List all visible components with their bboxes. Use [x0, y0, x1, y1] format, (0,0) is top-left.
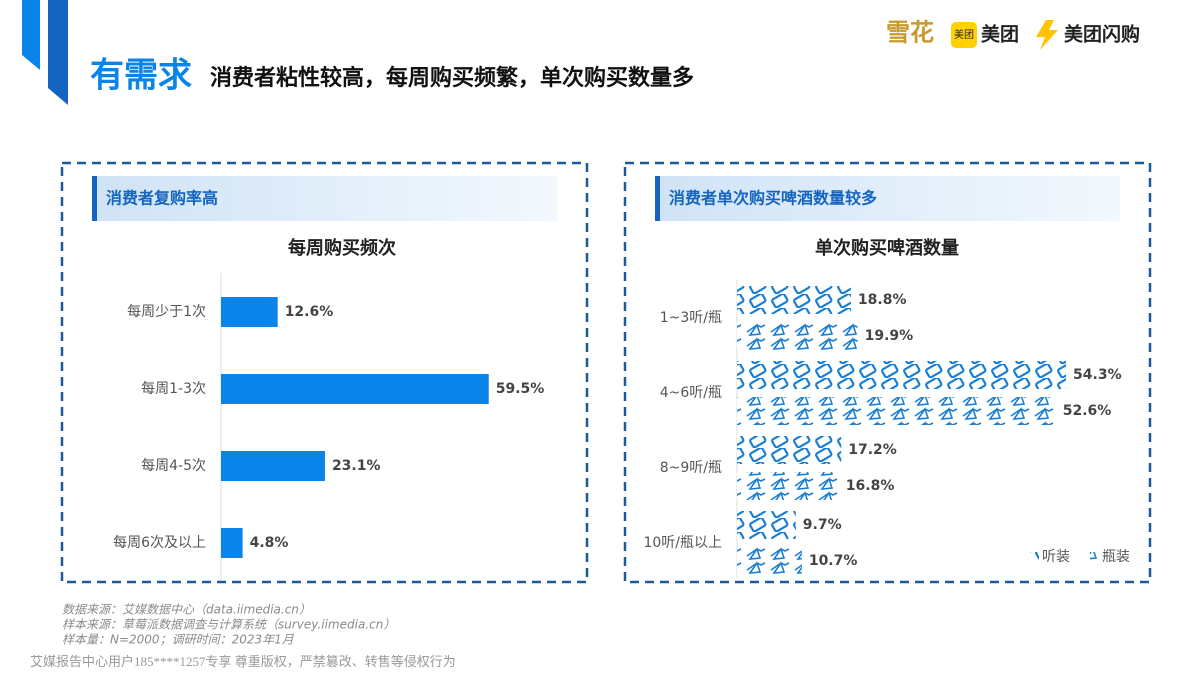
bar [737, 361, 1067, 389]
legend-swatch [1090, 552, 1099, 561]
panel-heading-bg [655, 176, 1120, 221]
logo-icon [1036, 20, 1058, 50]
y-tick-label: 每周少于1次 [127, 304, 206, 320]
value-label: 17.2% [848, 442, 897, 458]
logo: 美团 [981, 23, 1019, 46]
logo: 雪花 [886, 20, 934, 47]
value-label: 59.5% [496, 381, 545, 397]
y-tick-label: 8~9听/瓶 [660, 460, 722, 476]
value-label: 23.1% [332, 458, 381, 474]
panel [60, 161, 589, 584]
y-tick-label: 4~6听/瓶 [660, 385, 722, 401]
bar [737, 547, 802, 575]
value-label: 16.8% [846, 478, 895, 494]
panel [623, 161, 1152, 584]
footnote: 样本量：N=2000；调研时间：2023年1月 [62, 633, 295, 647]
panel-heading-bg [92, 176, 557, 221]
panel-heading-bar [655, 176, 660, 221]
value-label: 52.6% [1063, 403, 1112, 419]
y-tick-label: 每周6次及以上 [113, 535, 206, 551]
chart-title: 单次购买啤酒数量 [815, 237, 959, 259]
y-tick-label: 每周1-3次 [141, 381, 206, 397]
bar [221, 451, 325, 481]
bar [737, 397, 1056, 425]
watermark: 艾媒报告中心用户185****1257专享 尊重版权，严禁篡改、转售等侵权行为 [30, 654, 456, 669]
value-label: 12.6% [285, 304, 334, 320]
y-tick-label: 1~3听/瓶 [660, 310, 722, 326]
bar [221, 297, 278, 327]
value-label: 54.3% [1073, 367, 1122, 383]
legend-label: 瓶装 [1102, 549, 1130, 565]
chart-title: 每周购买频次 [288, 237, 396, 259]
legend-swatch [1030, 552, 1039, 561]
bar [737, 436, 842, 464]
value-label: 19.9% [865, 328, 914, 344]
deco [22, 0, 40, 70]
bar [221, 528, 243, 558]
deco [48, 0, 68, 105]
bar [221, 374, 489, 404]
bar [737, 286, 851, 314]
bar [737, 472, 839, 500]
panel-heading: 消费者单次购买啤酒数量较多 [669, 189, 877, 208]
footnote: 样本来源：草莓派数据调查与计算系统（survey.iimedia.cn） [62, 618, 395, 632]
footnote: 数据来源：艾媒数据中心（data.iimedia.cn） [62, 603, 311, 617]
value-label: 10.7% [809, 553, 858, 569]
title-main: 有需求 [90, 56, 192, 96]
value-label: 4.8% [250, 535, 289, 551]
bar [737, 511, 796, 539]
logo-icon [951, 22, 977, 48]
y-tick-label: 每周4-5次 [141, 458, 206, 474]
value-label: 9.7% [803, 517, 842, 533]
y-tick-label: 10听/瓶以上 [643, 535, 722, 551]
legend-label: 听装 [1042, 549, 1070, 565]
bar [737, 322, 858, 350]
title-sub: 消费者粘性较高，每周购买频繁，单次购买数量多 [210, 65, 694, 91]
logo: 美团闪购 [1064, 23, 1140, 46]
panel-heading-bar [92, 176, 97, 221]
value-label: 18.8% [858, 292, 907, 308]
logo: 美团 [954, 28, 974, 41]
panel-heading: 消费者复购率高 [106, 189, 218, 208]
